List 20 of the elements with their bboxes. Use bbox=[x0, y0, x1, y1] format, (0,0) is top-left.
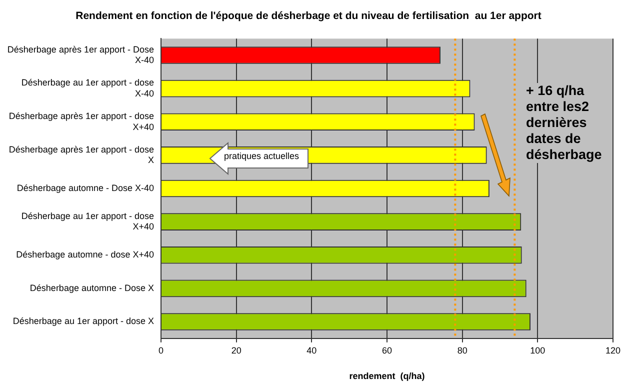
y-tick-label: Désherbage automne - Dose X bbox=[30, 282, 154, 293]
y-tick-label: Désherbage automne - dose X+40 bbox=[16, 250, 154, 260]
y-tick-label: Désherbage automne - Dose X-40 bbox=[16, 182, 154, 193]
chart-title: Rendement en fonction de l'époque de désherbage et du niveau de fertilisation au 1er apport bbox=[76, 10, 542, 22]
x-tick-label: 60 bbox=[382, 345, 392, 356]
y-tick-label: Désherbage au 1er apport - dose X bbox=[12, 316, 154, 326]
y-tick-label: Désherbage au 1er apport - dose X+40 bbox=[21, 210, 154, 232]
x-tick-label: 100 bbox=[530, 345, 546, 356]
x-axis-title: rendement (q/ha) bbox=[349, 371, 425, 382]
x-tick-label: 0 bbox=[158, 345, 164, 356]
annotation: pratiques actuelles bbox=[224, 151, 300, 161]
x-tick-label: 20 bbox=[231, 345, 242, 356]
x-tick-label: 40 bbox=[306, 345, 317, 356]
y-tick-label: Désherbage après 1er apport - Dose X-40 bbox=[7, 44, 154, 66]
x-tick-label: 120 bbox=[605, 345, 621, 356]
annotation: + 16 q/ha entre les2 dernières dates de désherbage bbox=[526, 83, 608, 163]
y-tick-label: Désherbage au 1er apport - dose X-40 bbox=[21, 78, 154, 98]
x-tick-label: 80 bbox=[457, 345, 468, 356]
y-tick-label: Désherbage après 1er apport - dose X bbox=[8, 144, 154, 166]
y-tick-label: Désherbage après 1er apport - dose X+40 bbox=[8, 110, 154, 132]
